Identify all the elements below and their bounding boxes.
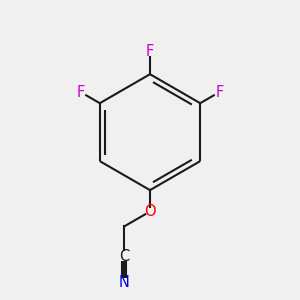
Text: N: N xyxy=(119,275,130,290)
Text: O: O xyxy=(144,204,156,219)
Text: F: F xyxy=(76,85,85,100)
Text: F: F xyxy=(146,44,154,59)
Text: F: F xyxy=(215,85,223,100)
Text: C: C xyxy=(119,249,129,264)
